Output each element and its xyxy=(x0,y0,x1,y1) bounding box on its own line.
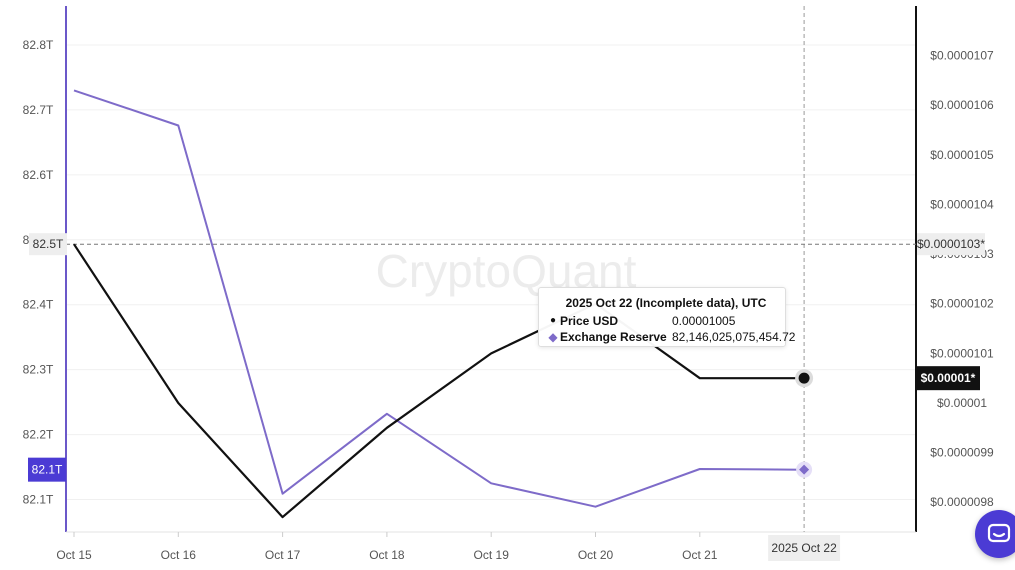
current-markers xyxy=(795,369,814,478)
chat-bubble-icon xyxy=(987,523,1011,543)
x-tick-label: Oct 15 xyxy=(56,548,92,562)
help-chat-button[interactable] xyxy=(975,510,1015,558)
svg-text:2025 Oct 22: 2025 Oct 22 xyxy=(771,541,837,555)
right-tick-label: $0.0000104 xyxy=(930,197,994,211)
right-tick-label: $0.0000107 xyxy=(930,49,994,63)
right-axis-ticks: $0.0000098 $0.0000099 $0.00001 $0.0000101 $0… xyxy=(930,49,994,510)
left-tick-label: 82.3T xyxy=(23,363,54,377)
x-tick-label: Oct 20 xyxy=(578,548,614,562)
tooltip-reserve-label: Exchange Reserve xyxy=(560,330,667,344)
left-tick-label: 82.6T xyxy=(23,168,54,182)
tooltip-reserve-value: 82,146,025,075,454.72 xyxy=(672,330,796,344)
reserve-diamond-icon: ◆ xyxy=(548,330,558,344)
x-tick-label: Oct 18 xyxy=(369,548,405,562)
x-tick-label: Oct 16 xyxy=(161,548,197,562)
tooltip-price-label: Price USD xyxy=(560,314,619,328)
svg-text:82.5T: 82.5T xyxy=(33,237,64,251)
left-current-value-badge: 82.1T xyxy=(28,457,66,482)
right-current-value-badge: $0.00001* xyxy=(916,366,980,391)
exchange-reserve-line xyxy=(73,89,805,508)
right-crosshair-label: $0.0000103* xyxy=(917,233,985,256)
tooltip-title: 2025 Oct 22 (Incomplete data), UTC xyxy=(547,296,785,310)
left-crosshair-label: 82.5T xyxy=(29,233,67,256)
price-marker xyxy=(798,372,810,384)
right-tick-label: $0.0000098 xyxy=(930,495,994,509)
right-tick-label: $0.0000102 xyxy=(930,297,994,311)
x-crosshair-label: 2025 Oct 22 xyxy=(768,535,841,561)
price-dot-icon: ● xyxy=(549,315,557,326)
right-tick-label: $0.0000101 xyxy=(930,346,994,360)
tooltip-date: 2025 Oct 22 xyxy=(565,296,633,310)
right-tick-label: $0.0000106 xyxy=(930,98,994,112)
tooltip-price-row: ● Price USD 0.00001005 xyxy=(547,313,785,329)
tooltip-price-value: 0.00001005 xyxy=(672,314,736,328)
right-tick-label: $0.0000099 xyxy=(930,446,994,460)
left-tick-label: 82.1T xyxy=(23,493,54,507)
left-tick-label: 82.4T xyxy=(23,298,54,312)
x-tick-label: Oct 17 xyxy=(265,548,301,562)
left-tick-label: 82.2T xyxy=(23,428,54,442)
left-tick-label: 82.7T xyxy=(23,103,54,117)
x-tick-label: Oct 19 xyxy=(474,548,510,562)
tooltip-reserve-row: ◆ Exchange Reserve 82,146,025,075,454.72 xyxy=(547,329,795,345)
series-lines xyxy=(73,89,805,519)
left-tick-label: 82.8T xyxy=(23,38,54,52)
svg-text:$0.00001*: $0.00001* xyxy=(921,371,976,385)
right-tick-label: $0.0000105 xyxy=(930,148,994,162)
price-usd-line xyxy=(73,243,805,519)
x-axis-ticks: Oct 15 Oct 16 Oct 17 Oct 18 Oct 19 Oct 20 Oct … xyxy=(56,532,718,562)
tooltip-note: (Incomplete data), UTC xyxy=(635,296,767,310)
svg-text:82.1T: 82.1T xyxy=(32,463,63,477)
x-tick-label: Oct 21 xyxy=(682,548,718,562)
right-tick-label: $0.00001 xyxy=(937,396,987,410)
reserve-marker xyxy=(799,464,810,475)
svg-text:$0.0000103*: $0.0000103* xyxy=(917,237,985,251)
tooltip: 2025 Oct 22 (Incomplete data), UTC ● Pri… xyxy=(538,287,795,347)
